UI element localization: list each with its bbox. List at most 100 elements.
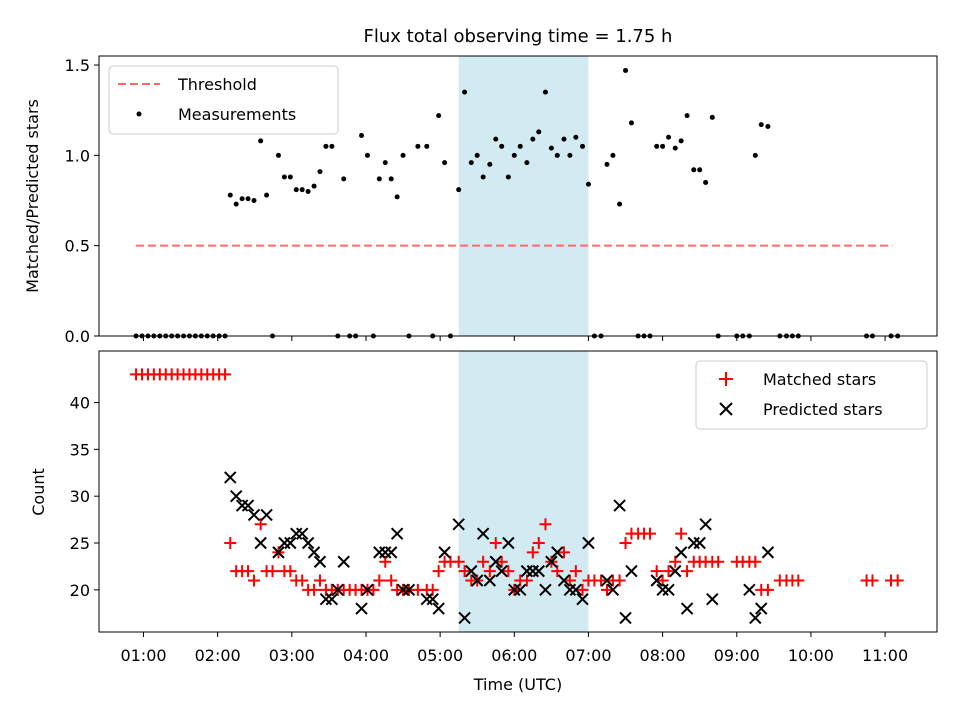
matched-star-point — [308, 583, 321, 596]
predicted-star-point — [582, 536, 595, 550]
matched-star-point — [452, 555, 465, 568]
legend-matched-swatch — [719, 372, 733, 386]
predicted-star-point — [390, 527, 404, 540]
measurement-point — [511, 152, 517, 158]
matched-star-point — [595, 574, 608, 587]
matched-star-point — [266, 565, 279, 578]
legend-measurements-label: Measurements — [178, 105, 296, 124]
x-tick-label: 09:00 — [714, 646, 760, 665]
legend-predicted-label: Predicted stars — [763, 400, 883, 419]
measurement-point — [536, 129, 542, 135]
x-tick-label: 02:00 — [195, 646, 241, 665]
x-tick-label: 07:00 — [565, 646, 611, 665]
predicted-star-point — [600, 574, 614, 587]
y-tick-label: 30 — [70, 487, 90, 506]
measurement-point — [400, 152, 406, 158]
measurement-point — [364, 152, 370, 158]
measurement-point — [567, 152, 573, 158]
matched-star-point — [650, 565, 663, 578]
matched-star-point — [242, 565, 255, 578]
predicted-star-point — [755, 602, 768, 615]
matched-star-point — [483, 565, 496, 578]
predicted-star-point — [402, 583, 416, 597]
matched-star-point — [495, 555, 508, 568]
matched-star-point — [761, 583, 774, 596]
predicted-star-point — [465, 564, 478, 578]
predicted-star-point — [438, 546, 451, 559]
predicted-star-point — [355, 602, 368, 615]
predicted-star-point — [483, 574, 497, 587]
predicted-star-point — [290, 527, 303, 540]
measurement-point — [604, 161, 610, 167]
predicted-star-point — [569, 583, 583, 597]
predicted-star-point — [576, 593, 589, 606]
predicted-star-point — [337, 555, 350, 568]
matched-star-point — [526, 546, 539, 559]
predicted-star-point — [532, 564, 545, 578]
y-tick-label: 20 — [70, 581, 90, 600]
predicted-star-point — [502, 536, 515, 550]
measurement-point — [709, 114, 715, 120]
matched-star-point — [644, 527, 657, 540]
measurement-point — [388, 176, 394, 182]
measurement-point — [456, 187, 462, 193]
predicted-star-point — [224, 471, 237, 484]
predicted-star-point — [272, 546, 285, 559]
legend-predicted-swatch — [719, 402, 733, 416]
predicted-star-point — [361, 583, 374, 597]
predicted-star-point — [706, 593, 719, 606]
matched-star-point — [254, 518, 267, 531]
matched-star-point — [489, 537, 502, 550]
measurement-point — [703, 179, 709, 185]
y-tick-label: 0.5 — [65, 237, 90, 256]
measurement-point — [299, 187, 305, 193]
predicted-star-point — [452, 518, 465, 531]
x-axis-label: Time (UTC) — [473, 675, 562, 694]
measurement-point — [305, 188, 311, 194]
matched-star-point — [613, 574, 626, 587]
matched-star-point — [432, 565, 445, 578]
measurement-point — [227, 192, 233, 198]
predicted-star-point — [278, 536, 291, 550]
measurement-point — [654, 143, 660, 149]
measurement-point — [580, 143, 586, 149]
bottom-panel: 20 25 30 35 40 01:00 02:00 03:00 04:00 05:00 06:0… — [29, 350, 938, 694]
matched-star-point — [569, 565, 582, 578]
x-tick-label: 04:00 — [343, 646, 389, 665]
matched-star-point — [669, 555, 682, 568]
measurement-point — [530, 136, 536, 142]
predicted-star-point — [514, 583, 527, 597]
predicted-star-point — [295, 527, 309, 540]
predicted-star-point — [495, 564, 508, 578]
top-legend: Threshold Measurements — [108, 65, 339, 135]
matched-star-point — [367, 583, 380, 596]
measurement-point — [311, 183, 317, 189]
measurement-point — [376, 176, 382, 182]
matched-star-point — [284, 565, 297, 578]
predicted-star-point — [458, 611, 471, 625]
measurement-point — [542, 89, 548, 95]
bottom-legend: Matched stars Predicted stars — [695, 360, 928, 430]
measurement-point — [436, 113, 442, 119]
measurement-point — [617, 201, 623, 207]
predicted-star-point — [761, 546, 775, 559]
predicted-star-point — [301, 536, 315, 550]
predicted-star-point — [699, 518, 712, 531]
matched-star-point — [557, 546, 570, 559]
predicted-star-point — [373, 546, 386, 559]
measurement-point — [415, 143, 421, 149]
x-tick-label: 03:00 — [269, 646, 315, 665]
matched-star-point — [296, 574, 309, 587]
predicted-star-point — [545, 555, 558, 568]
y-tick-label: 1.5 — [65, 56, 90, 75]
x-tick-label: 10:00 — [788, 646, 834, 665]
legend-measurements-swatch — [136, 111, 142, 117]
chart-title: Flux total observing time = 1.75 h — [364, 26, 673, 47]
predicted-star-point — [650, 574, 663, 587]
measurement-point — [264, 192, 270, 198]
predicted-star-point — [674, 546, 688, 559]
legend-threshold-label: Threshold — [177, 75, 257, 94]
measurement-point — [382, 160, 388, 166]
predicted-star-point — [313, 555, 327, 568]
